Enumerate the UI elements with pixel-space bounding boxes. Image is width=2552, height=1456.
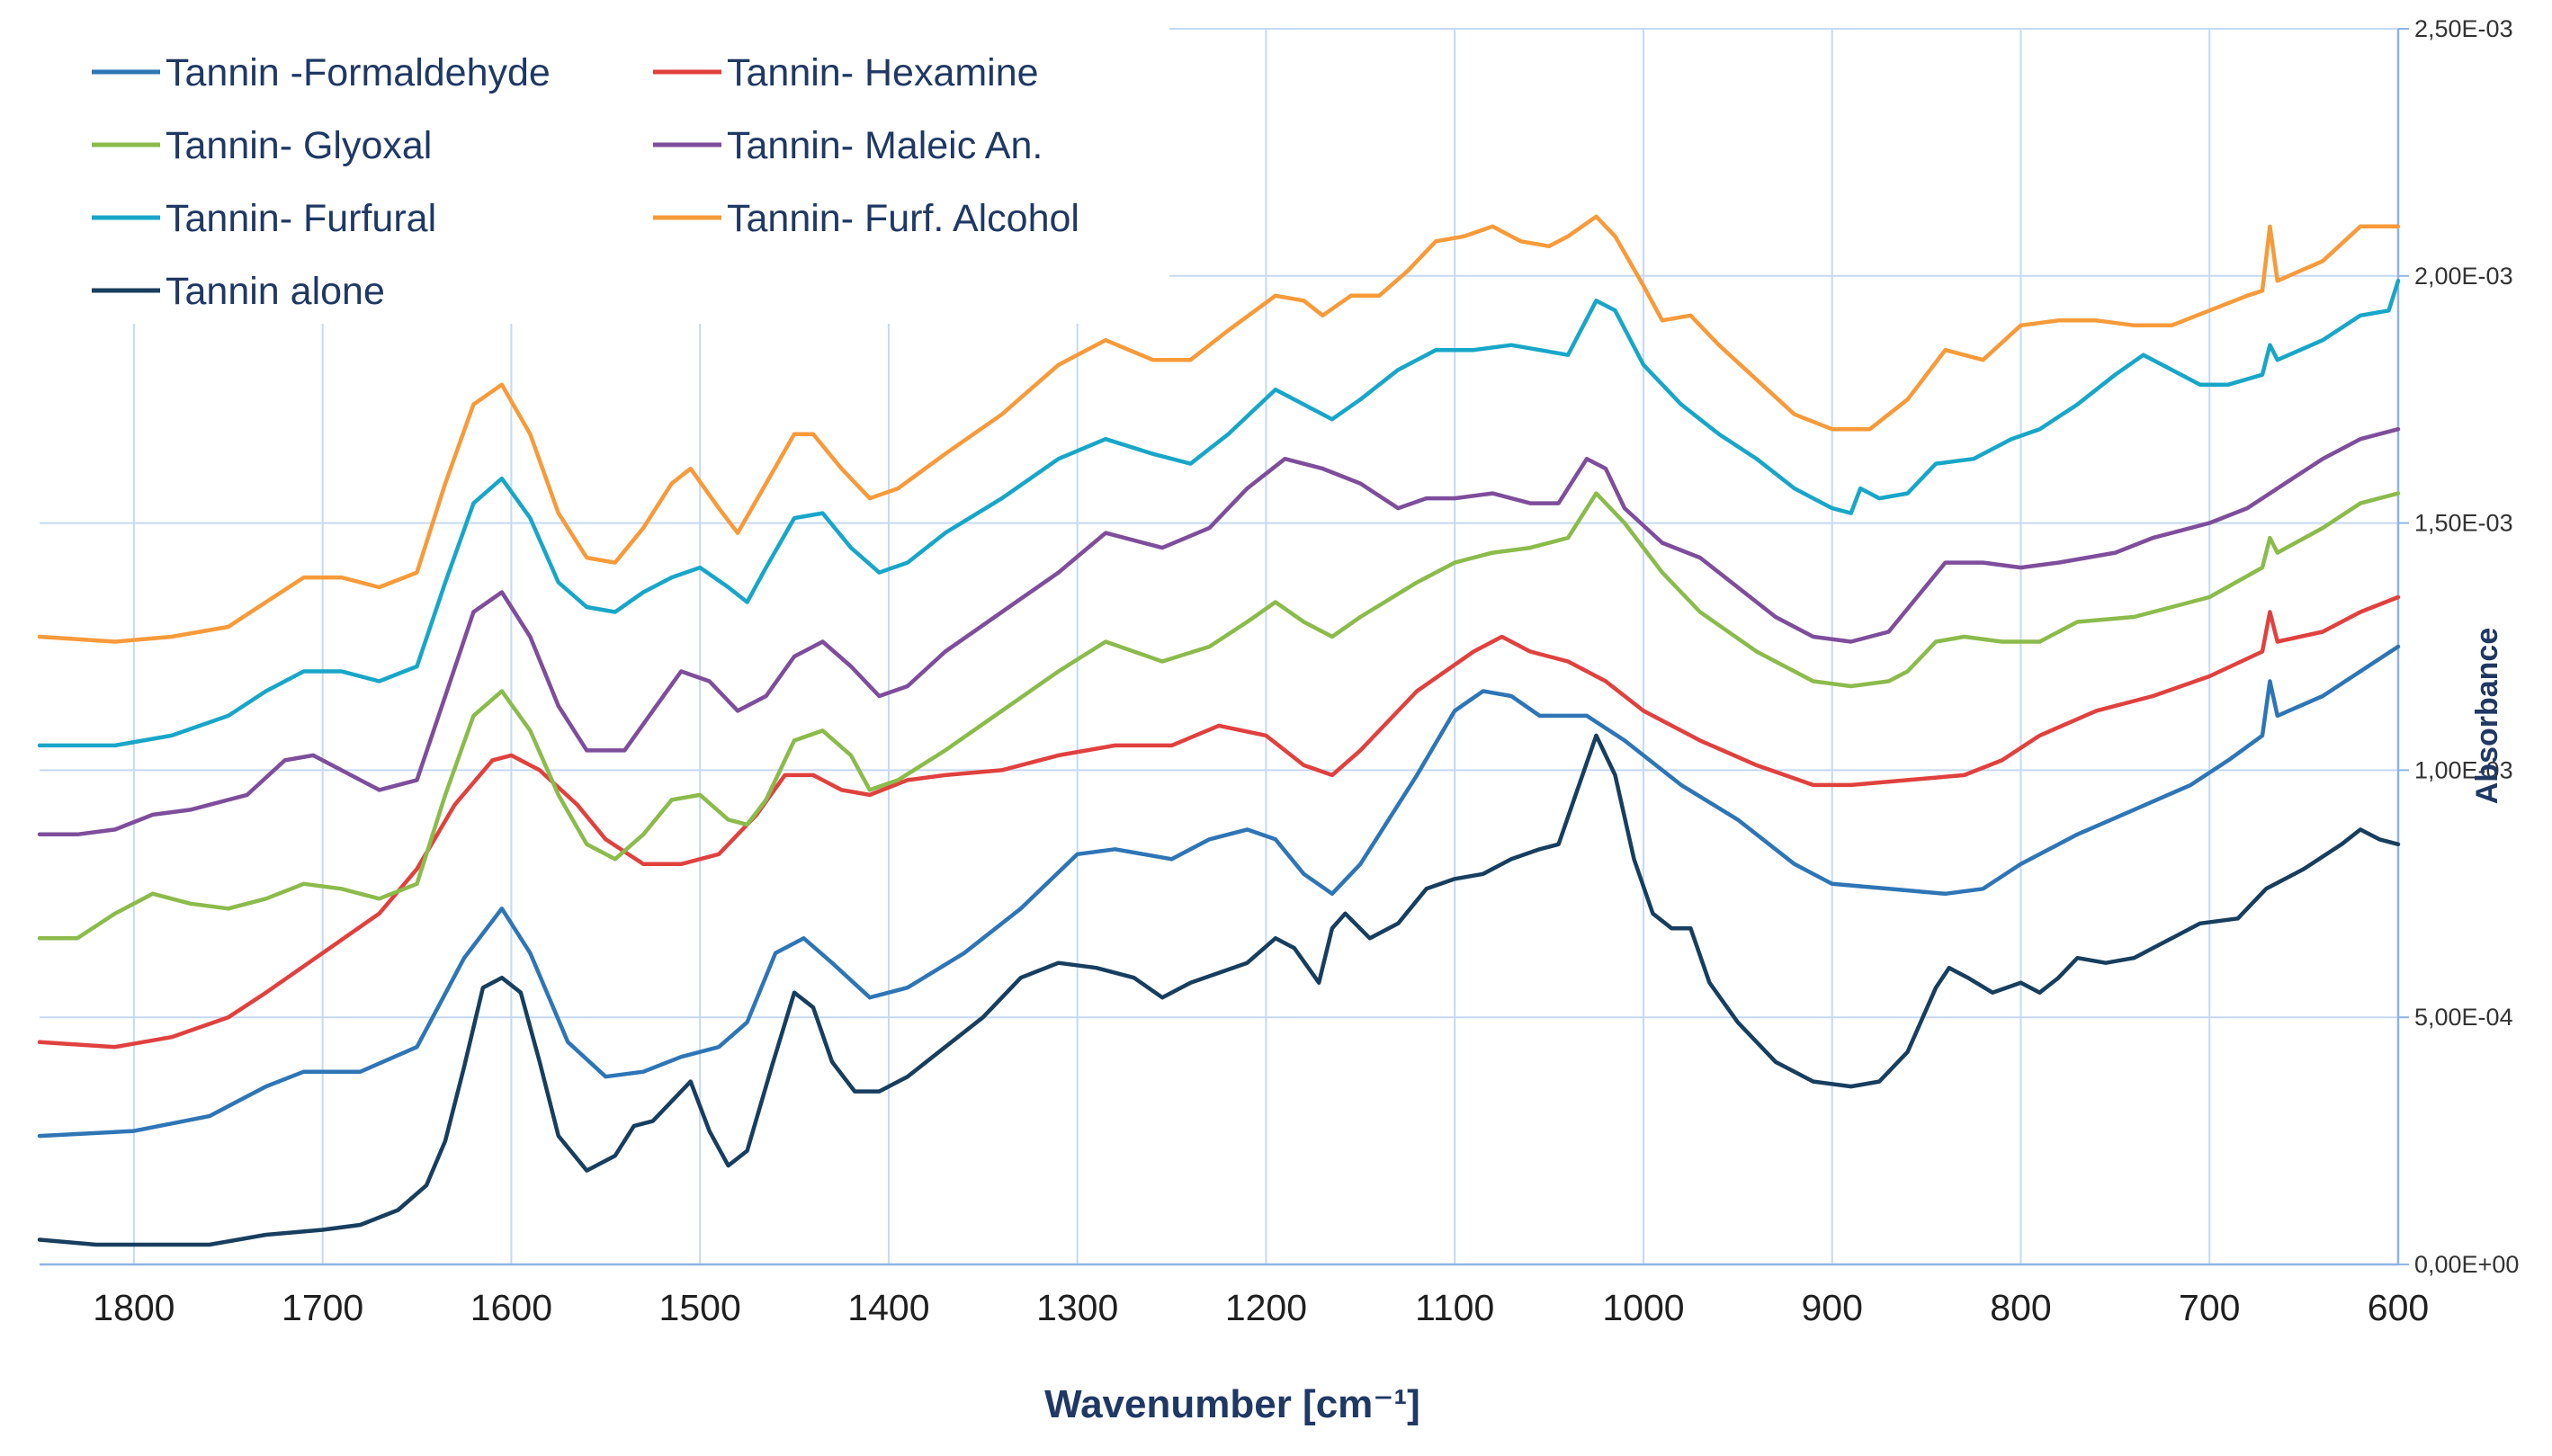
x-tick-label: 800 — [1990, 1287, 2051, 1328]
y-tick-label: 1,00E-03 — [2414, 756, 2513, 783]
series-line-3 — [37, 426, 2401, 837]
legend-label: Tannin -Formaldehyde — [166, 51, 551, 94]
legend-background — [36, 27, 1169, 324]
legend-item: Tannin alone — [92, 270, 385, 313]
x-tick-label: 900 — [1802, 1287, 1863, 1328]
series-line-5 — [37, 214, 2401, 644]
y-axis-title: Absorbance — [2470, 628, 2504, 805]
legend-label: Tannin- Furf. Alcohol — [727, 197, 1079, 240]
x-tick-label: 1500 — [659, 1287, 741, 1328]
legend-item: Tannin -Formaldehyde — [92, 51, 551, 94]
x-tick-label: 1400 — [847, 1287, 929, 1328]
series-lines — [37, 214, 2401, 1247]
y-tick-label: 2,50E-03 — [2414, 15, 2513, 42]
x-tick-label: 1000 — [1602, 1287, 1684, 1328]
series-line-2 — [37, 491, 2401, 941]
legend-label: Tannin alone — [166, 270, 385, 313]
y-tick-label: 0,00E+00 — [2414, 1251, 2519, 1278]
legend-item: Tannin- Furfural — [92, 197, 436, 240]
legend-item: Tannin- Maleic An. — [653, 124, 1043, 167]
y-tick-label: 2,00E-03 — [2414, 263, 2513, 290]
legend-item: Tannin- Furf. Alcohol — [653, 197, 1079, 240]
x-tick-label: 1100 — [1415, 1287, 1494, 1328]
x-tick-label: 700 — [2179, 1287, 2240, 1328]
y-tick-label: 1,50E-03 — [2414, 510, 2513, 537]
axis-labels: 1800 1700 1600 1500 1400 1300 1200 1100 1000 900 8… — [93, 15, 2519, 1328]
x-tick-label: 600 — [2368, 1287, 2429, 1328]
series-line-6 — [37, 733, 2401, 1247]
x-tick-label: 1800 — [93, 1287, 175, 1328]
legend-item: Tannin- Hexamine — [653, 51, 1039, 94]
legend-label: Tannin- Hexamine — [727, 51, 1039, 94]
legend-item: Tannin- Glyoxal — [92, 124, 432, 167]
x-tick-label: 1700 — [282, 1287, 363, 1328]
legend: Tannin -Formaldehyde Tannin- Hexamine Tann… — [92, 51, 1079, 313]
series-line-4 — [37, 279, 2401, 748]
x-axis-title: Wavenumber [cm⁻¹] — [1044, 1382, 1420, 1426]
series-line-0 — [37, 644, 2401, 1139]
y-tick-label: 5,00E-04 — [2414, 1004, 2513, 1031]
legend-label: Tannin- Glyoxal — [166, 124, 432, 167]
x-tick-label: 1200 — [1225, 1287, 1307, 1328]
series-line-1 — [37, 594, 2401, 1050]
legend-label: Tannin- Maleic An. — [727, 124, 1043, 167]
legend-label: Tannin- Furfural — [166, 197, 436, 240]
x-tick-label: 1300 — [1036, 1287, 1118, 1328]
x-tick-label: 1600 — [470, 1287, 552, 1328]
